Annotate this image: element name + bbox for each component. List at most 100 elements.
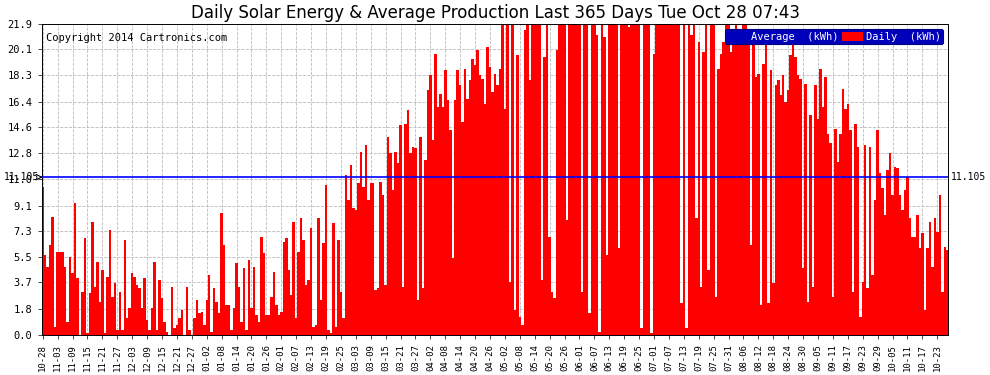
Bar (144, 278, 146, 335)
Bar (308, 280, 310, 335)
Bar (203, 325, 206, 335)
Bar (252, 267, 255, 335)
Bar (394, 152, 397, 335)
Bar (69, 257, 71, 335)
Bar (47, 267, 49, 335)
Bar (896, 168, 899, 335)
Bar (106, 277, 109, 335)
Bar (397, 164, 399, 335)
Bar (310, 228, 313, 335)
Bar (553, 298, 555, 335)
Bar (126, 318, 129, 335)
Bar (856, 147, 859, 335)
Bar (223, 245, 226, 335)
Bar (521, 325, 524, 335)
Bar (372, 183, 374, 335)
Bar (754, 77, 757, 335)
Bar (300, 218, 302, 335)
Bar (357, 183, 359, 335)
Bar (442, 107, 445, 335)
Bar (66, 322, 69, 335)
Bar (672, 24, 675, 335)
Bar (369, 183, 372, 335)
Bar (812, 286, 815, 335)
Bar (178, 318, 180, 335)
Bar (499, 69, 501, 335)
Bar (139, 288, 141, 335)
Title: Daily Solar Energy & Average Production Last 365 Days Tue Oct 28 07:43: Daily Solar Energy & Average Production … (190, 4, 800, 22)
Bar (119, 292, 121, 335)
Bar (618, 248, 621, 335)
Bar (555, 50, 558, 335)
Bar (333, 224, 335, 335)
Bar (295, 318, 297, 335)
Bar (830, 144, 832, 335)
Bar (835, 129, 837, 335)
Bar (601, 24, 603, 335)
Bar (131, 273, 134, 335)
Bar (804, 84, 807, 335)
Bar (914, 237, 916, 335)
Bar (733, 40, 735, 335)
Bar (720, 54, 723, 335)
Bar (180, 310, 183, 335)
Bar (688, 24, 690, 335)
Bar (772, 284, 774, 335)
Bar (104, 333, 106, 335)
Bar (757, 74, 759, 335)
Bar (904, 190, 906, 335)
Bar (861, 282, 864, 335)
Bar (613, 24, 616, 335)
Bar (481, 79, 484, 335)
Bar (566, 220, 568, 335)
Bar (51, 217, 53, 335)
Bar (504, 108, 506, 335)
Bar (392, 190, 394, 335)
Bar (84, 238, 86, 335)
Bar (163, 322, 165, 335)
Bar (282, 242, 285, 335)
Bar (101, 270, 104, 335)
Bar (879, 174, 881, 335)
Bar (730, 52, 733, 335)
Bar (320, 300, 323, 335)
Bar (471, 58, 474, 335)
Bar (402, 286, 404, 335)
Bar (114, 284, 116, 335)
Bar (876, 130, 879, 335)
Bar (581, 292, 583, 335)
Bar (414, 148, 417, 335)
Bar (109, 230, 111, 335)
Bar (583, 24, 586, 335)
Bar (638, 24, 641, 335)
Bar (454, 100, 456, 335)
Bar (129, 308, 131, 335)
Bar (445, 70, 446, 335)
Bar (705, 24, 708, 335)
Bar (53, 327, 56, 335)
Bar (645, 24, 647, 335)
Bar (506, 25, 509, 335)
Bar (49, 245, 51, 335)
Bar (633, 24, 636, 335)
Bar (42, 187, 44, 335)
Bar (170, 286, 173, 335)
Bar (479, 75, 481, 335)
Bar (509, 282, 511, 335)
Bar (262, 254, 265, 335)
Bar (476, 50, 479, 335)
Bar (849, 130, 851, 335)
Bar (514, 310, 516, 335)
Bar (886, 170, 889, 335)
Bar (297, 252, 300, 335)
Bar (246, 330, 248, 335)
Bar (844, 108, 846, 335)
Bar (899, 195, 901, 335)
Bar (422, 288, 424, 335)
Text: Copyright 2014 Cartronics.com: Copyright 2014 Cartronics.com (47, 33, 228, 43)
Bar (723, 42, 725, 335)
Bar (71, 273, 74, 335)
Bar (148, 330, 150, 335)
Bar (435, 54, 437, 335)
Bar (782, 75, 784, 335)
